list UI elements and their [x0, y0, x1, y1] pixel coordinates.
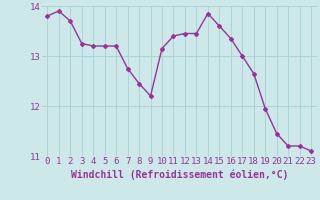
X-axis label: Windchill (Refroidissement éolien,°C): Windchill (Refroidissement éolien,°C) [70, 169, 288, 180]
